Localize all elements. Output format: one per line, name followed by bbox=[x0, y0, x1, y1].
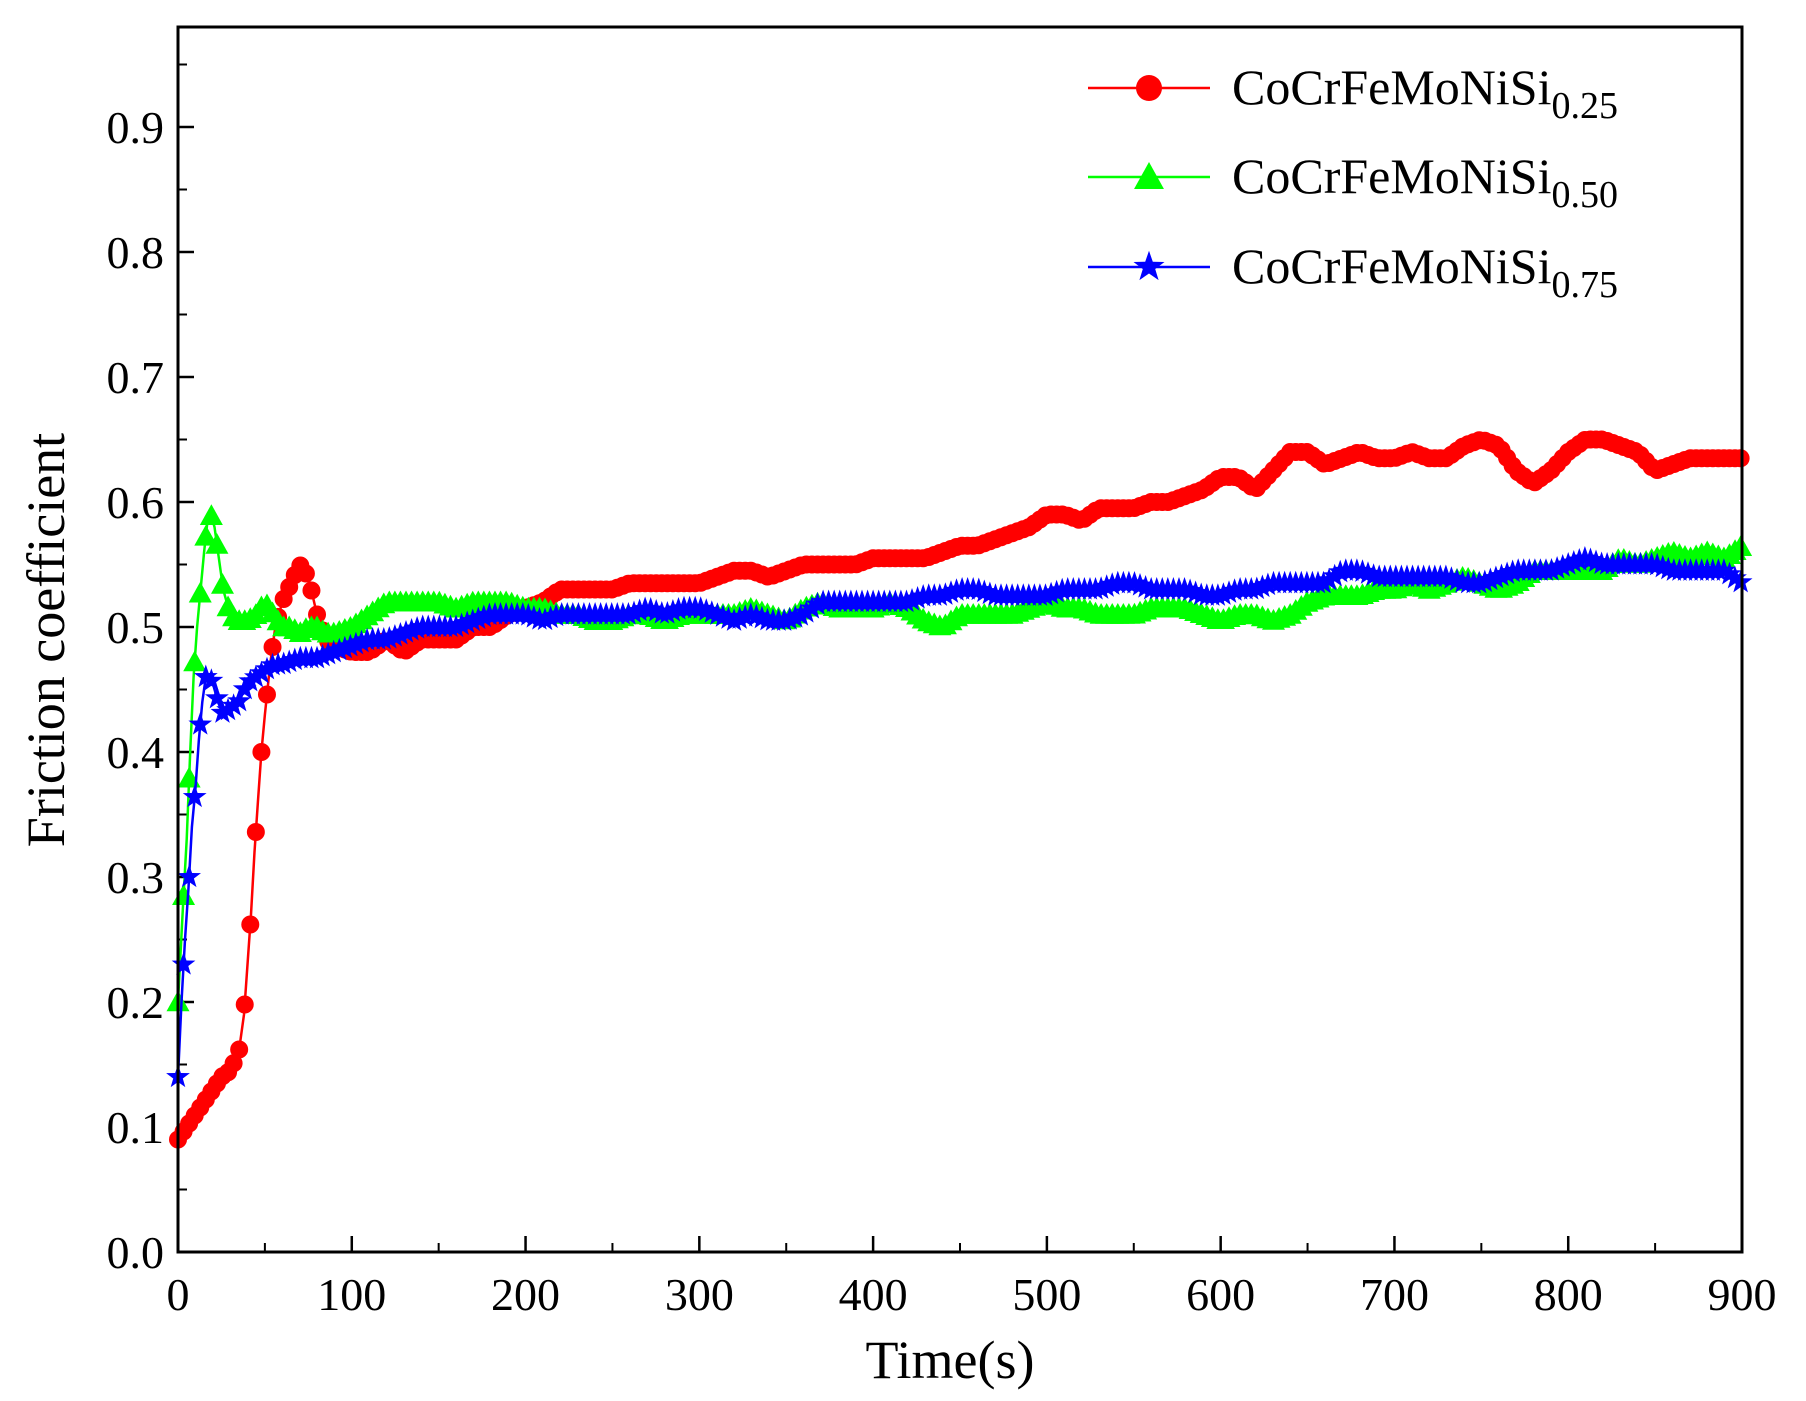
data-point bbox=[788, 603, 813, 626]
data-point bbox=[172, 884, 196, 905]
data-point bbox=[221, 693, 246, 716]
data-point bbox=[224, 1054, 243, 1073]
y-tick-label: 0.8 bbox=[107, 227, 165, 278]
y-tick-label: 0.7 bbox=[107, 352, 165, 403]
x-tick-label: 400 bbox=[839, 1269, 908, 1320]
series-0.75 bbox=[166, 546, 1753, 1088]
y-axis-title: Friction coefficient bbox=[16, 433, 76, 847]
data-point bbox=[216, 697, 240, 721]
x-tick-label: 300 bbox=[665, 1269, 734, 1320]
data-point bbox=[238, 668, 263, 692]
data-point bbox=[183, 650, 207, 672]
data-point bbox=[171, 952, 196, 975]
x-tick-label: 800 bbox=[1534, 1269, 1603, 1320]
data-point bbox=[182, 784, 207, 808]
data-point bbox=[230, 1040, 249, 1059]
y-tick-label: 0.3 bbox=[107, 852, 165, 903]
x-tick-label: 700 bbox=[1360, 1269, 1429, 1320]
data-point bbox=[1717, 561, 1742, 585]
data-point bbox=[199, 504, 223, 525]
data-point bbox=[194, 524, 218, 546]
x-tick-label: 100 bbox=[317, 1269, 386, 1320]
data-point bbox=[188, 712, 213, 735]
tick-labels: 0 100 200 300 400 500 600 700 800 900 0.0 0.1 0.2 0.3… bbox=[107, 102, 1777, 1320]
legend-label: CoCrFeMoNiSi0.75 bbox=[1232, 238, 1618, 306]
data-point bbox=[252, 743, 271, 761]
data-point bbox=[249, 660, 274, 684]
data-point bbox=[800, 596, 824, 619]
data-point bbox=[177, 864, 201, 888]
legend-marker bbox=[1133, 250, 1165, 281]
y-tick-label: 0.4 bbox=[107, 727, 165, 778]
data-point bbox=[1712, 558, 1736, 581]
legend-item: CoCrFeMoNiSi0.75 bbox=[1088, 238, 1618, 306]
data-point bbox=[227, 688, 252, 712]
x-axis-title: Time(s) bbox=[865, 1330, 1034, 1390]
legend-item: CoCrFeMoNiSi0.25 bbox=[1088, 59, 1618, 127]
data-point bbox=[1317, 567, 1341, 591]
data-point bbox=[205, 533, 229, 554]
data-point bbox=[794, 600, 819, 623]
legend-item: CoCrFeMoNiSi0.50 bbox=[1088, 148, 1618, 216]
y-tick-label: 0.2 bbox=[107, 977, 165, 1028]
x-tick-label: 200 bbox=[491, 1269, 560, 1320]
data-point bbox=[241, 915, 260, 934]
y-tick-label: 0.6 bbox=[107, 477, 165, 528]
series-layer bbox=[166, 430, 1753, 1149]
x-tick-label: 0 bbox=[167, 1269, 190, 1320]
x-tick-label: 900 bbox=[1708, 1269, 1777, 1320]
data-point bbox=[255, 656, 279, 680]
data-point bbox=[263, 638, 282, 656]
data-point bbox=[246, 823, 265, 841]
data-point bbox=[193, 664, 218, 688]
y-tick-label: 0.5 bbox=[107, 602, 165, 653]
legend: CoCrFeMoNiSi0.25 CoCrFeMoNiSi0.50 CoCrFeMo… bbox=[1088, 59, 1618, 306]
legend-label: CoCrFeMoNiSi0.25 bbox=[1232, 59, 1618, 127]
data-point bbox=[235, 995, 254, 1014]
data-point bbox=[188, 581, 212, 603]
data-point bbox=[1723, 565, 1747, 589]
series-0.50 bbox=[166, 504, 1753, 1012]
data-point bbox=[1322, 563, 1347, 587]
x-tick-label: 500 bbox=[1012, 1269, 1081, 1320]
y-tick-label: 0.0 bbox=[107, 1227, 165, 1278]
data-point bbox=[805, 592, 830, 615]
y-tick-label: 0.1 bbox=[107, 1102, 165, 1153]
y-tick-label: 0.9 bbox=[107, 102, 165, 153]
data-point bbox=[244, 664, 268, 688]
plot-frame bbox=[176, 25, 1744, 1254]
data-point bbox=[205, 685, 229, 709]
series-0.25 bbox=[169, 430, 1750, 1149]
data-point bbox=[302, 581, 321, 600]
legend-marker bbox=[1136, 75, 1162, 101]
data-point bbox=[210, 573, 234, 594]
data-point bbox=[296, 564, 315, 583]
data-point bbox=[199, 668, 224, 691]
legend-label: CoCrFeMoNiSi0.50 bbox=[1232, 148, 1618, 216]
x-tick-label: 600 bbox=[1186, 1269, 1255, 1320]
data-point bbox=[257, 685, 276, 704]
data-point bbox=[210, 700, 235, 723]
data-point bbox=[1311, 570, 1336, 594]
legend-marker bbox=[1134, 162, 1164, 189]
